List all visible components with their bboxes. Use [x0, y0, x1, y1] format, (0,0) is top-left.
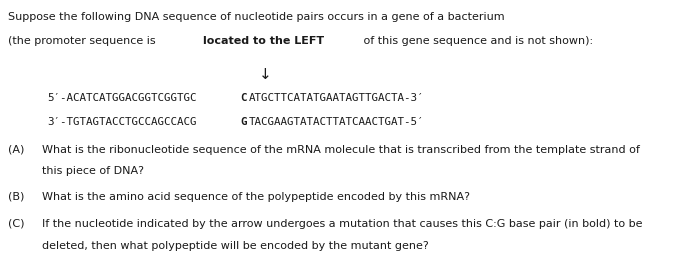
Text: What is the amino acid sequence of the polypeptide encoded by this mRNA?: What is the amino acid sequence of the p… [42, 192, 470, 202]
Text: Suppose the following DNA sequence of nucleotide pairs occurs in a gene of a bac: Suppose the following DNA sequence of nu… [8, 12, 505, 22]
Text: (C): (C) [8, 219, 25, 229]
Text: (the promoter sequence is: (the promoter sequence is [8, 36, 160, 45]
Text: If the nucleotide indicated by the arrow undergoes a mutation that causes this C: If the nucleotide indicated by the arrow… [42, 219, 643, 229]
Text: (A): (A) [8, 145, 24, 155]
Text: (B): (B) [8, 192, 24, 202]
Text: ↓: ↓ [259, 67, 272, 82]
Text: 3′-TGTAGTACCTGCCAGCCACG: 3′-TGTAGTACCTGCCAGCCACG [48, 117, 197, 127]
Text: of this gene sequence and is not shown):: of this gene sequence and is not shown): [360, 36, 593, 45]
Text: deleted, then what polypeptide will be encoded by the mutant gene?: deleted, then what polypeptide will be e… [42, 241, 428, 251]
Text: C: C [241, 93, 247, 103]
Text: ATGCTTCATATGAATAGTTGACTA-3′: ATGCTTCATATGAATAGTTGACTA-3′ [249, 93, 424, 103]
Text: located to the LEFT: located to the LEFT [204, 36, 325, 45]
Text: TACGAAGTATACTTATCAACTGAT-5′: TACGAAGTATACTTATCAACTGAT-5′ [249, 117, 424, 127]
Text: 5′-ACATCATGGACGGTCGGTGC: 5′-ACATCATGGACGGTCGGTGC [48, 93, 197, 103]
Text: this piece of DNA?: this piece of DNA? [42, 166, 144, 176]
Text: G: G [241, 117, 247, 127]
Text: What is the ribonucleotide sequence of the mRNA molecule that is transcribed fro: What is the ribonucleotide sequence of t… [42, 145, 640, 155]
